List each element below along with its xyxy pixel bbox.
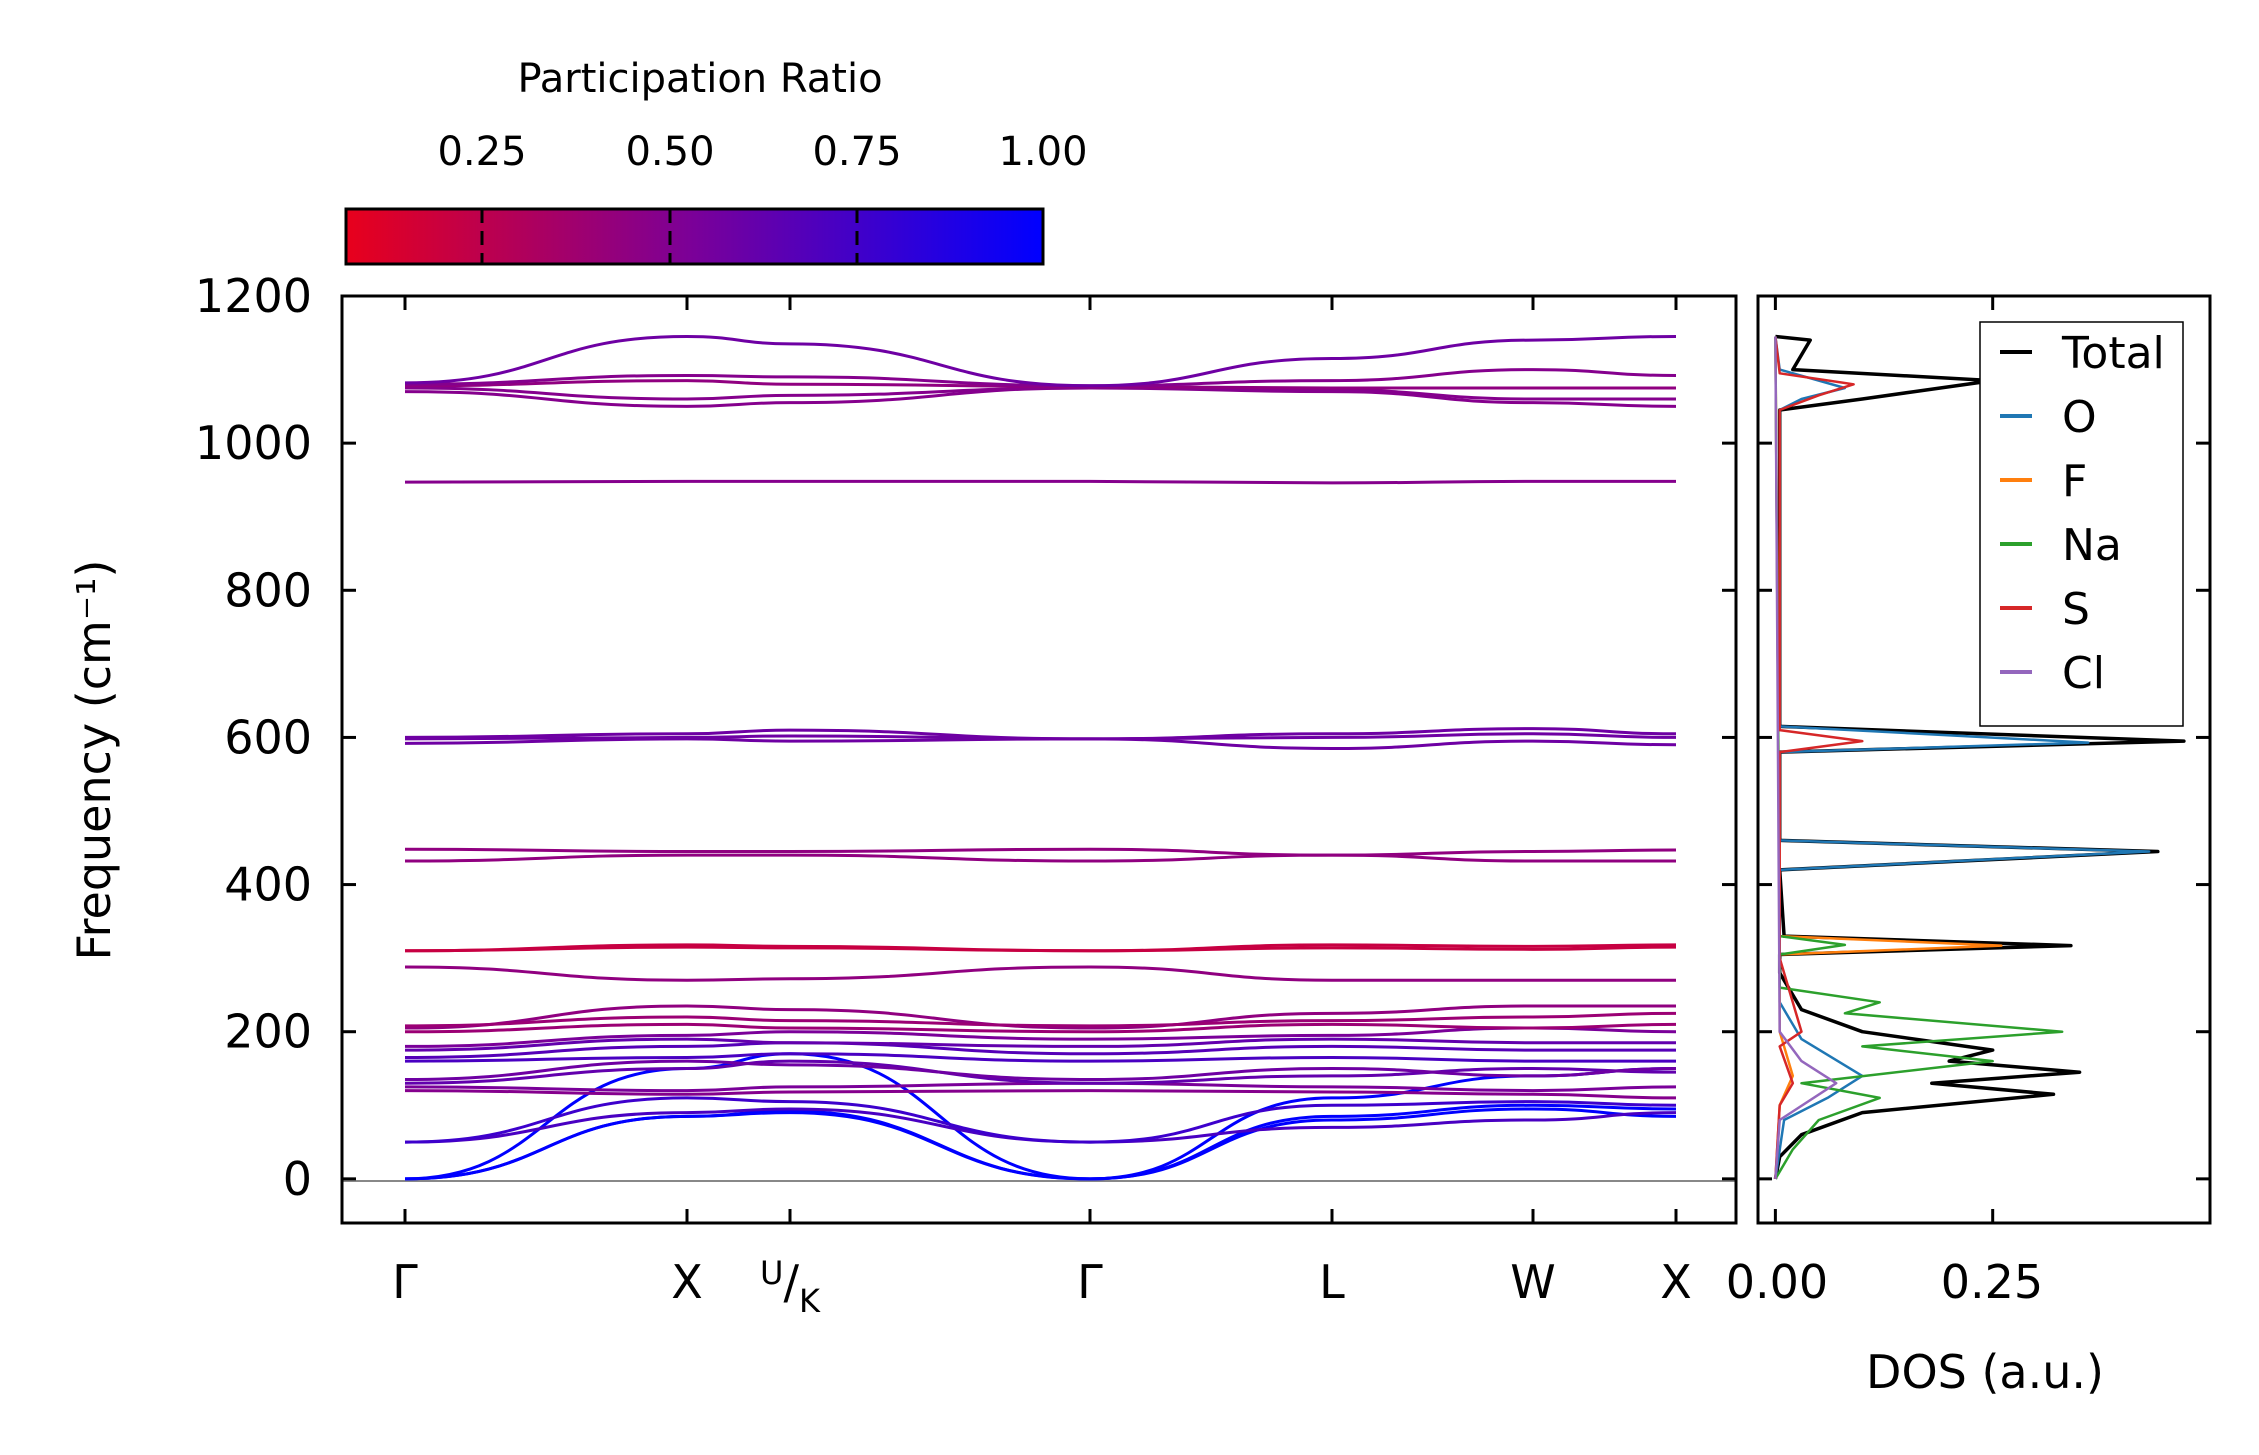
colorbar-tick-label: 0.75 [812, 129, 901, 175]
colorbar-label: Participation Ratio [517, 56, 882, 102]
colorbar-tick-label: 0.50 [625, 129, 714, 175]
phonon-band [404, 334, 1677, 388]
y-tick-label: 1200 [195, 269, 312, 323]
dos-series-na [1774, 336, 2064, 1180]
band-lines [404, 334, 1677, 1181]
phonon-band [404, 1089, 1677, 1100]
dos-series-s [1774, 336, 1864, 1179]
dos-x-axis-label: DOS (a.u.) [1866, 1345, 2104, 1399]
dos-ticks [1758, 294, 2210, 1223]
colorbar-tick-label: 0.25 [437, 129, 526, 175]
phonon-band [404, 1107, 1677, 1144]
phonon-band [404, 853, 1676, 863]
dos-panel: 0.00 0.25 DOS (a.u.) Total OF Na S Cl [1726, 294, 2212, 1399]
phonon-band [404, 1004, 1676, 1030]
phonon-band [404, 943, 1677, 953]
phonon-band [404, 847, 1677, 857]
dos-series-cl [1774, 336, 1838, 1179]
phonon-band [404, 1059, 1677, 1085]
phonon-band [404, 1041, 1676, 1059]
phonon-band [404, 1107, 1677, 1181]
dos-x-tick-label: 0.00 [1726, 1255, 1828, 1309]
y-tick-label: 600 [224, 710, 312, 764]
band-structure-panel: 0 200 400 600 800 1000 1200 Γ X U/K Γ L W X Frequenc… [67, 269, 1738, 1320]
phonon-band [404, 386, 1676, 401]
colorbar-tick-label: 1.00 [998, 129, 1087, 175]
phonon-band [404, 479, 1676, 485]
dos-series-f [1774, 336, 2003, 1179]
y-axis-label: Frequency (cm⁻¹) [67, 560, 121, 961]
dos-lines [1773, 334, 2186, 1180]
phonon-band [404, 1011, 1677, 1028]
y-tick-label: 0 [283, 1152, 312, 1206]
band-y-ticks: 0 200 400 600 800 1000 1200 [195, 269, 1736, 1206]
x-tick-label: X [1660, 1255, 1692, 1309]
x-tick-label: X [671, 1255, 703, 1309]
phonon-band [404, 727, 1677, 741]
legend-items: Total OF Na S Cl [2000, 328, 2165, 699]
legend-label: O [2062, 392, 2097, 443]
x-tick-label: L [1319, 1255, 1345, 1309]
dos-series-total [1773, 334, 2186, 1180]
legend: Total OF Na S Cl [1979, 321, 2184, 727]
legend-label: Total [2061, 328, 2165, 379]
legend-box [1979, 321, 2184, 727]
x-tick-label: U/K [760, 1254, 821, 1320]
y-tick-label: 800 [224, 563, 312, 617]
phonon-band [404, 737, 1677, 750]
y-tick-label: 1000 [195, 416, 312, 470]
phonon-band [404, 1037, 1676, 1052]
y-tick-label: 400 [224, 858, 312, 912]
phonon-band [404, 965, 1676, 982]
band-plot-frame [340, 294, 1738, 1225]
colorbar-gradient [344, 207, 1045, 266]
legend-label: S [2062, 584, 2090, 635]
x-tick-label: Γ [392, 1255, 418, 1309]
x-tick-label: W [1510, 1255, 1555, 1309]
legend-label: Cl [2062, 648, 2105, 699]
dos-x-tick-label: 0.25 [1941, 1255, 2043, 1309]
y-tick-label: 200 [224, 1005, 312, 1059]
legend-label: F [2062, 456, 2087, 507]
phonon-band [404, 1052, 1676, 1063]
dos-plot-frame [1756, 294, 2212, 1225]
legend-label: Na [2062, 520, 2122, 571]
x-tick-label: Γ [1077, 1255, 1103, 1309]
colorbar: Participation Ratio 0.25 0.50 0.75 1.00 [344, 56, 1088, 266]
phonon-band [404, 1059, 1677, 1082]
phonon-band [404, 1022, 1677, 1034]
phonon-band [404, 1096, 1677, 1144]
band-x-ticks: Γ X U/K Γ L W X [392, 296, 1692, 1320]
